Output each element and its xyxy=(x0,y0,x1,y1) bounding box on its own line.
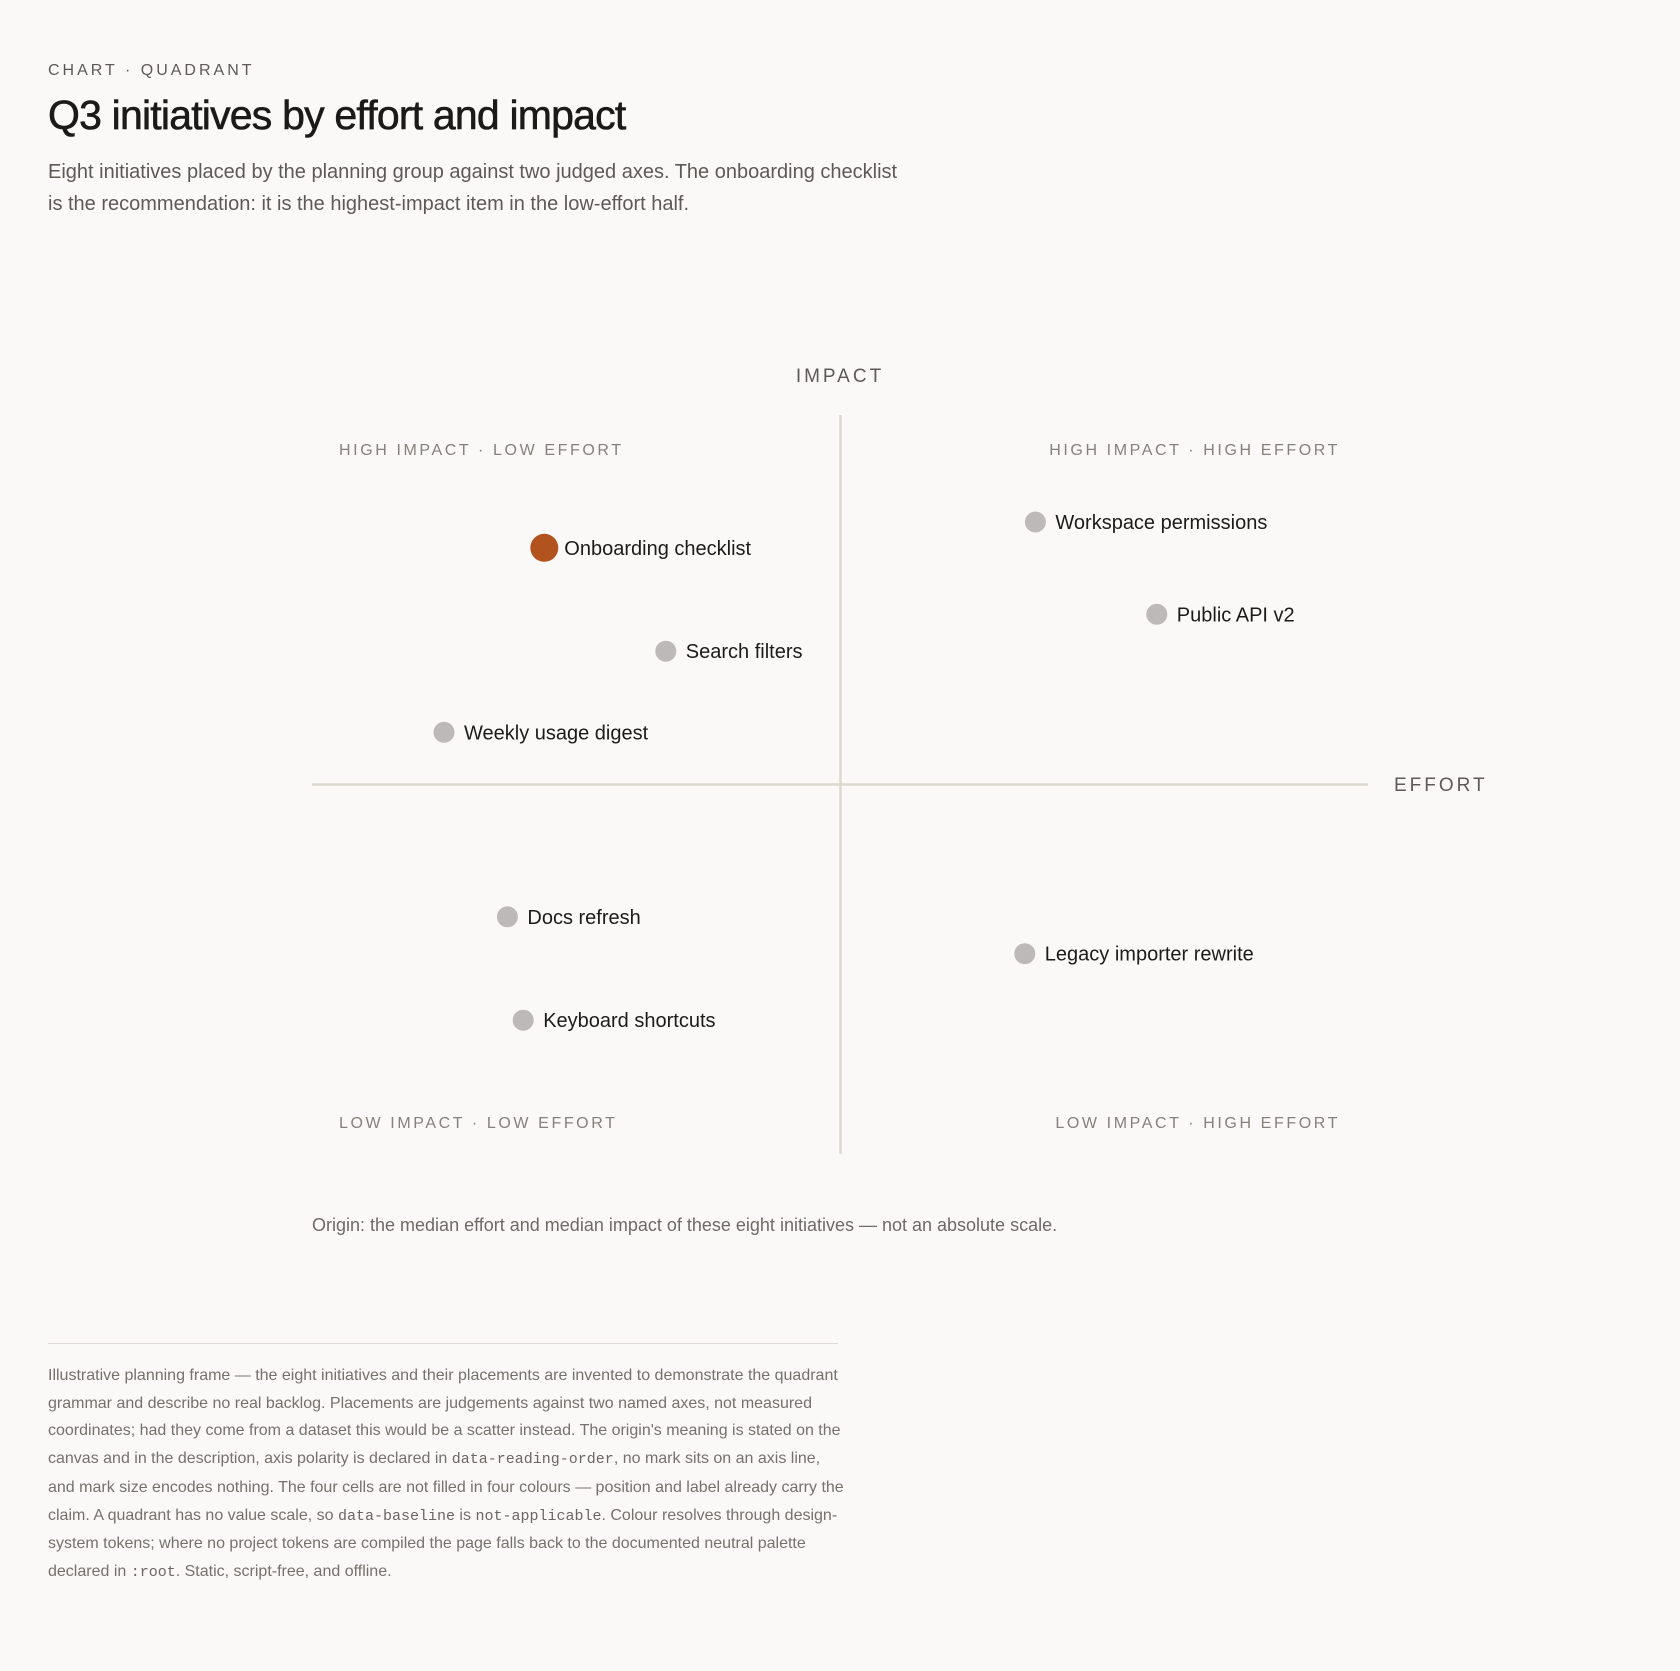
methodology-note: Illustrative planning frame — the eight … xyxy=(48,1362,848,1587)
quadrant-label-top-right: HIGH IMPACT · HIGH EFFORT xyxy=(1049,442,1340,459)
point-label-legacy-importer-rewrite: Legacy importer rewrite xyxy=(1045,944,1254,966)
point-label-weekly-usage-digest: Weekly usage digest xyxy=(464,722,649,744)
point-keyboard-shortcuts xyxy=(512,1009,534,1031)
point-legacy-importer-rewrite xyxy=(1014,943,1036,965)
quadrant-label-top-left: HIGH IMPACT · LOW EFFORT xyxy=(339,442,624,459)
effort-axis-label: EFFORT xyxy=(1394,775,1488,796)
note-text: , no mark sits on an axis line, and mark… xyxy=(48,1450,844,1524)
chart-title: Q3 initiatives by effort and impact xyxy=(48,92,627,139)
note-code: data-baseline xyxy=(337,1507,455,1525)
data-points: Onboarding checklist Search filters Weekly… xyxy=(433,511,1295,1032)
point-docs-refresh xyxy=(496,906,518,928)
point-label-onboarding-checklist: Onboarding checklist xyxy=(564,538,751,560)
note-code: :root xyxy=(130,1563,176,1581)
point-onboarding-checklist xyxy=(530,533,559,562)
point-label-docs-refresh: Docs refresh xyxy=(527,907,640,929)
point-label-public-api-v2: Public API v2 xyxy=(1177,604,1295,626)
point-public-api-v2 xyxy=(1146,603,1168,625)
chart-eyebrow: CHART · QUADRANT xyxy=(48,62,255,79)
point-label-keyboard-shortcuts: Keyboard shortcuts xyxy=(543,1010,715,1032)
origin-caption: Origin: the median effort and median imp… xyxy=(312,1215,1058,1235)
note-text: Illustrative planning frame — the eight … xyxy=(48,1367,841,1468)
note-text: . Static, script-free, and offline. xyxy=(175,1562,392,1580)
note-text: . Colour resolves through design-system … xyxy=(48,1506,838,1580)
point-weekly-usage-digest xyxy=(433,721,455,743)
point-label-search-filters: Search filters xyxy=(686,641,803,663)
quadrant-chart: IMPACT EFFORT HIGH IMPACT · LOW EFFORT H… xyxy=(312,366,1488,1154)
footnote-divider xyxy=(48,1343,838,1344)
note-text: is xyxy=(454,1506,476,1524)
quadrant-label-bottom-left: LOW IMPACT · LOW EFFORT xyxy=(339,1115,617,1132)
point-label-workspace-permissions: Workspace permissions xyxy=(1055,512,1267,534)
point-workspace-permissions xyxy=(1024,511,1046,533)
point-search-filters xyxy=(655,640,677,662)
note-code: data-reading-order xyxy=(451,1451,614,1469)
quadrant-label-bottom-right: LOW IMPACT · HIGH EFFORT xyxy=(1055,1115,1340,1132)
chart-description: Eight initiatives placed by the planning… xyxy=(48,161,898,215)
note-code: not-applicable xyxy=(475,1507,602,1525)
impact-axis-label: IMPACT xyxy=(796,366,884,387)
